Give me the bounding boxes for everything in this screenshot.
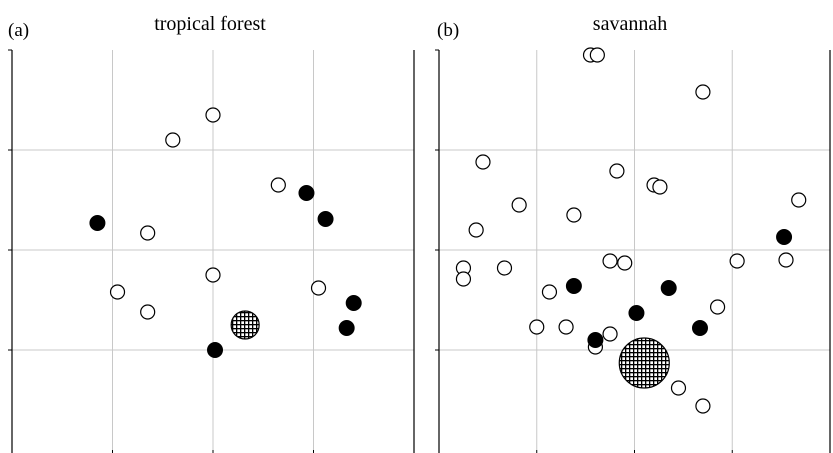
open-point [558, 319, 574, 335]
open-point [205, 107, 221, 123]
open-point [695, 398, 711, 414]
panel-b-label: (b) [437, 20, 460, 41]
open-point [602, 326, 618, 342]
open-point [652, 179, 668, 195]
open-point [778, 252, 794, 268]
filled-point [207, 342, 224, 358]
filled-point [628, 305, 645, 321]
open-point [455, 271, 472, 287]
open-point [729, 253, 745, 269]
open-point [140, 304, 156, 320]
filled-point [660, 280, 677, 296]
open-point [511, 197, 527, 213]
filled-point [587, 332, 604, 348]
tropical-forest-plot [8, 49, 415, 453]
panel-a-title: tropical forest [154, 13, 266, 35]
open-point [566, 207, 582, 223]
filled-point [89, 215, 106, 231]
filled-point [776, 229, 793, 245]
hatched-point [230, 310, 260, 340]
open-point [602, 253, 618, 269]
open-point [617, 255, 633, 271]
filled-point [298, 185, 315, 201]
open-point [310, 280, 327, 296]
open-point [205, 267, 221, 283]
open-point [496, 260, 513, 276]
filled-point [691, 320, 708, 336]
filled-point [345, 295, 362, 311]
open-point [529, 319, 545, 335]
hatched-point [618, 337, 670, 389]
open-point [541, 284, 558, 300]
savannah-plot [435, 47, 831, 453]
panel-savannah: (b) savannah [425, 0, 833, 453]
open-point [270, 177, 286, 193]
panel-b-title: savannah [592, 13, 668, 35]
filled-point [338, 320, 355, 336]
open-point [109, 284, 126, 300]
open-point [609, 163, 625, 179]
filled-point [565, 278, 582, 294]
panel-tropical-forest: (a) tropical forest [8, 13, 415, 453]
open-point [468, 222, 484, 238]
filled-point [317, 211, 334, 227]
open-point [670, 380, 687, 396]
panel-a-label: (a) [8, 20, 30, 41]
open-point [589, 47, 605, 63]
open-point [709, 299, 726, 315]
open-point [140, 225, 156, 241]
open-point [791, 192, 807, 208]
open-point [475, 154, 491, 170]
open-point [695, 84, 711, 100]
open-point [165, 132, 181, 148]
